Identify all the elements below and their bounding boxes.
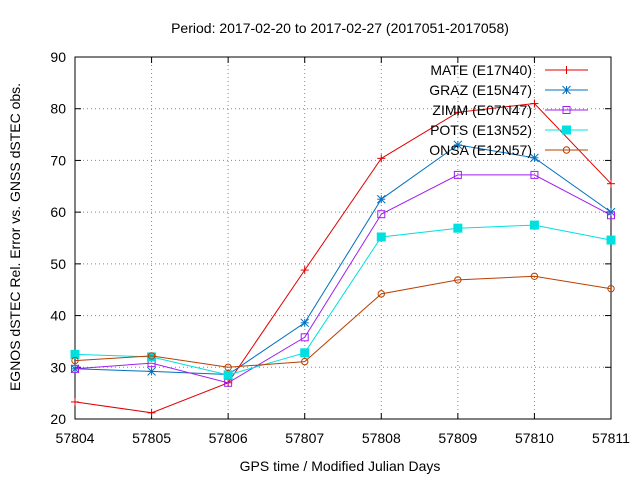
data-point: [453, 170, 462, 179]
series-line: [74, 275, 612, 368]
series-line: [74, 102, 612, 414]
y-tick-label: 30: [50, 359, 66, 375]
data-point: [300, 318, 310, 328]
x-tick-label: 57810: [515, 430, 554, 446]
series-onsa: [71, 272, 615, 371]
x-tick-label: 57807: [285, 430, 324, 446]
data-point: [147, 352, 156, 360]
x-tick-label: 57809: [438, 430, 477, 446]
legend-item: GRAZ (E15N47): [429, 82, 588, 98]
legend-label: ONSA (E12N57): [429, 142, 532, 158]
data-point: [376, 194, 386, 204]
legend-marker: [562, 85, 571, 95]
series-graz: [70, 140, 616, 379]
data-point: [70, 349, 80, 359]
y-tick-label: 70: [50, 152, 66, 168]
y-tick-label: 60: [50, 204, 66, 220]
data-point: [377, 210, 386, 219]
data-point: [529, 220, 539, 230]
data-point: [607, 284, 615, 293]
data-point: [223, 370, 233, 380]
y-tick-label: 50: [50, 256, 66, 272]
legend-label: GRAZ (E15N47): [429, 82, 532, 98]
y-axis-label: EGNOS dSTEC Rel. Error vs. GNSS dSTEC ob…: [7, 83, 23, 391]
data-point: [147, 408, 156, 417]
data-point: [454, 276, 462, 284]
y-tick-label: 40: [50, 308, 66, 324]
chart-title: Period: 2017-02-20 to 2017-02-27 (201705…: [171, 20, 509, 36]
y-tick-label: 20: [50, 411, 66, 427]
data-point: [300, 348, 310, 358]
series-group: [70, 99, 616, 417]
x-tick-label: 57808: [362, 430, 401, 446]
legend-marker: [562, 125, 571, 135]
legend-item: MATE (E17N40): [430, 62, 588, 78]
data-point: [377, 290, 385, 298]
legend-label: MATE (E17N40): [430, 62, 532, 78]
data-point: [530, 99, 539, 108]
data-point: [453, 108, 462, 117]
data-point: [607, 179, 615, 188]
legend-item: POTS (E13N52): [430, 122, 588, 138]
data-point: [606, 235, 616, 245]
data-point: [376, 232, 386, 242]
legend-label: ZIMM (E07N47): [432, 102, 532, 118]
legend-marker: [562, 146, 571, 154]
data-point: [301, 357, 309, 366]
legend: MATE (E17N40) GRAZ (E15N47) ZIMM (E07N47) P…: [429, 62, 588, 158]
x-tick-label: 57804: [56, 430, 95, 446]
data-point: [71, 364, 79, 373]
legend-label: POTS (E13N52): [430, 122, 532, 138]
series-mate: [71, 99, 615, 417]
y-tick-label: 80: [50, 101, 66, 117]
legend-marker: [562, 66, 571, 74]
x-tick-label: 57806: [209, 430, 248, 446]
x-axis-label: GPS time / Modified Julian Days: [240, 458, 441, 474]
data-point: [607, 211, 615, 220]
data-point: [530, 170, 539, 179]
axes: 57804 57805 57806 57807 57808 57809 57810 57811…: [50, 49, 630, 446]
data-point: [377, 154, 386, 163]
data-point: [530, 153, 539, 163]
data-point: [224, 363, 232, 371]
y-tick-label: 90: [50, 49, 66, 65]
series-pots: [70, 220, 616, 380]
series-line: [74, 174, 612, 384]
data-point: [71, 356, 79, 365]
grid: [75, 57, 611, 419]
x-tick-label: 57805: [132, 430, 171, 446]
data-point: [147, 367, 156, 376]
data-point: [453, 140, 463, 150]
series-line: [74, 224, 612, 376]
legend-item: ZIMM (E07N47): [432, 102, 588, 118]
series-line: [74, 144, 612, 376]
data-point: [530, 272, 539, 280]
x-tick-label: 57811: [592, 430, 630, 446]
data-point: [300, 333, 309, 342]
legend-item: ONSA (E12N57): [429, 142, 588, 158]
legend-marker: [562, 106, 571, 114]
data-point: [300, 266, 309, 275]
data-point: [71, 397, 79, 406]
data-point: [453, 223, 463, 233]
